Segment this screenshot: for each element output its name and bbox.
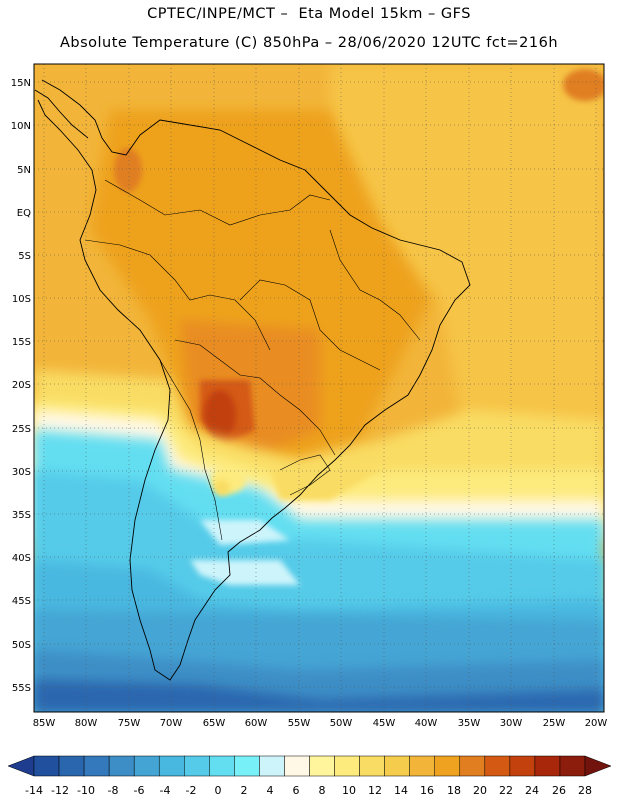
lat-label: 10N	[11, 121, 31, 132]
colorbar-label: 24	[525, 784, 539, 797]
lat-label: 15N	[11, 78, 31, 89]
lat-label: 40S	[12, 553, 31, 564]
longitude-labels: 85W 80W 75W 70W 65W 60W 55W 50W 45W 40W …	[33, 718, 608, 729]
colorbar-label: -10	[77, 784, 95, 797]
colorbar-label: 10	[342, 784, 356, 797]
colorbar-label: -4	[160, 784, 171, 797]
lat-label: 55S	[12, 683, 31, 694]
lon-label: 80W	[75, 718, 98, 729]
graticule	[34, 64, 604, 712]
lon-label: 30W	[500, 718, 523, 729]
colorbar-label: 20	[473, 784, 487, 797]
colorbar-label: -2	[186, 784, 197, 797]
colorbar-label: 18	[447, 784, 461, 797]
colorbar-swatch	[309, 755, 335, 777]
colorbar-min-arrow	[7, 755, 35, 777]
colorbar-max-arrow	[584, 755, 612, 777]
colorbar-swatch	[158, 755, 185, 777]
lat-label: 30S	[12, 467, 31, 478]
lat-label: 20S	[12, 380, 31, 391]
lat-label: 25S	[12, 424, 31, 435]
colorbar-swatch	[459, 755, 486, 777]
colorbar-label: -14	[25, 784, 43, 797]
lat-label: 15S	[12, 337, 31, 348]
colorbar-swatch	[209, 755, 235, 777]
colorbar-label: 26	[552, 784, 566, 797]
colorbar-swatch	[534, 755, 561, 777]
colorbar-swatch	[133, 755, 160, 777]
colorbar-swatch	[334, 755, 360, 777]
lat-label: 50S	[12, 640, 31, 651]
colorbar-swatch	[359, 755, 385, 777]
map-frame	[33, 63, 605, 713]
lon-label: 40W	[415, 718, 438, 729]
lat-label: EQ	[17, 208, 31, 219]
colorbar-label: 16	[420, 784, 434, 797]
colorbar-label: 28	[578, 784, 592, 797]
colorbar-label: 12	[368, 784, 382, 797]
colorbar-swatch	[33, 755, 60, 777]
colorbar-swatch	[259, 755, 285, 777]
lon-label: 45W	[373, 718, 396, 729]
colorbar-swatch	[284, 755, 310, 777]
colorbar-swatch	[108, 755, 135, 777]
colorbar-label: 4	[267, 784, 274, 797]
colorbar-label: 6	[293, 784, 300, 797]
lon-label: 85W	[33, 718, 56, 729]
lon-label: 20W	[585, 718, 608, 729]
lon-label: 25W	[543, 718, 566, 729]
temperature-field	[34, 64, 604, 712]
colorbar-swatch	[384, 755, 410, 777]
colorbar-swatch	[184, 755, 210, 777]
colorbar-label: 8	[319, 784, 326, 797]
lon-label: 35W	[458, 718, 481, 729]
lon-label: 55W	[288, 718, 311, 729]
colorbar-label: 14	[394, 784, 408, 797]
coastline	[34, 79, 471, 681]
colorbar-label: 0	[215, 784, 222, 797]
colorbar-label: 22	[499, 784, 513, 797]
lon-label: 70W	[160, 718, 183, 729]
lat-label: 45S	[12, 596, 31, 607]
colorbar	[7, 755, 612, 777]
lat-label: 35S	[12, 510, 31, 521]
title-line-1: CPTEC/INPE/MCT – Eta Model 15km – GFS	[147, 6, 471, 22]
colorbar-swatch	[509, 755, 536, 777]
lon-label: 75W	[118, 718, 141, 729]
lat-label: 5N	[17, 165, 31, 176]
lon-label: 50W	[330, 718, 353, 729]
country-borders	[84, 179, 421, 541]
lon-label: 60W	[245, 718, 268, 729]
colorbar-labels: -14 -12 -10 -8 -6 -4 -2 0 2 4 6 8 10 12 …	[25, 784, 592, 797]
latitude-labels: 15N 10N 5N EQ 5S 10S 15S 20S 25S 30S 35S…	[11, 78, 31, 694]
lat-label: 5S	[18, 251, 31, 262]
colorbar-swatch	[434, 755, 461, 777]
lon-label: 65W	[203, 718, 226, 729]
colorbar-label: -8	[108, 784, 119, 797]
colorbar-swatch	[83, 755, 110, 777]
colorbar-swatch	[58, 755, 85, 777]
colorbar-swatch	[559, 755, 586, 777]
title-line-2: Absolute Temperature (C) 850hPa – 28/06/…	[59, 35, 559, 51]
colorbar-label: -6	[134, 784, 145, 797]
colorbar-swatch	[234, 755, 260, 777]
lat-label: 10S	[12, 294, 31, 305]
colorbar-swatch	[484, 755, 511, 777]
colorbar-label: -12	[51, 784, 69, 797]
colorbar-label: 2	[241, 784, 248, 797]
colorbar-swatch	[409, 755, 435, 777]
